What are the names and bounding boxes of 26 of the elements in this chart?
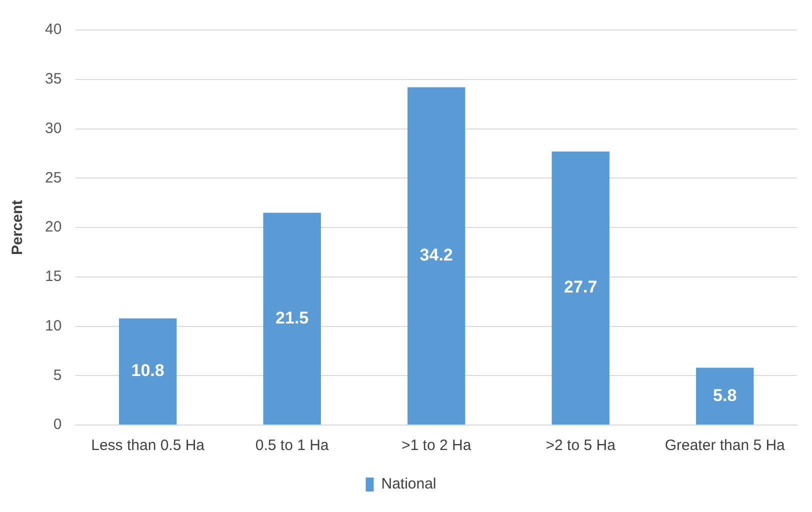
y-tick-label: 5 xyxy=(53,366,62,384)
bar xyxy=(407,87,466,424)
y-tick-label: 10 xyxy=(44,317,62,334)
y-tick-label: 40 xyxy=(44,21,62,38)
y-tick-label: 30 xyxy=(44,120,62,137)
x-tick-label: 0.5 to 1 Ha xyxy=(255,437,330,454)
bar xyxy=(552,151,610,424)
data-label: 21.5 xyxy=(276,308,309,328)
data-label: 27.7 xyxy=(564,278,598,297)
data-label: 34.2 xyxy=(420,246,453,265)
x-tick-label: >2 to 5 Ha xyxy=(546,437,616,454)
y-tick-label: 15 xyxy=(44,268,62,286)
bar xyxy=(263,212,321,424)
y-tick-label: 0 xyxy=(53,416,62,434)
bar xyxy=(696,368,754,424)
x-tick-label: >1 to 2 Ha xyxy=(402,437,472,454)
x-tick-label: Less than 0.5 Ha xyxy=(91,437,206,454)
x-tick-label: Greater than 5 Ha xyxy=(664,437,786,454)
y-tick-label: 20 xyxy=(44,218,62,236)
legend-label: National xyxy=(381,476,436,493)
y-tick-label: 25 xyxy=(44,169,62,186)
data-label: 10.8 xyxy=(131,361,164,380)
y-axis-title: Percent xyxy=(9,200,26,256)
y-tick-label: 35 xyxy=(44,70,62,88)
bar xyxy=(118,318,177,424)
data-label: 5.8 xyxy=(713,386,737,405)
